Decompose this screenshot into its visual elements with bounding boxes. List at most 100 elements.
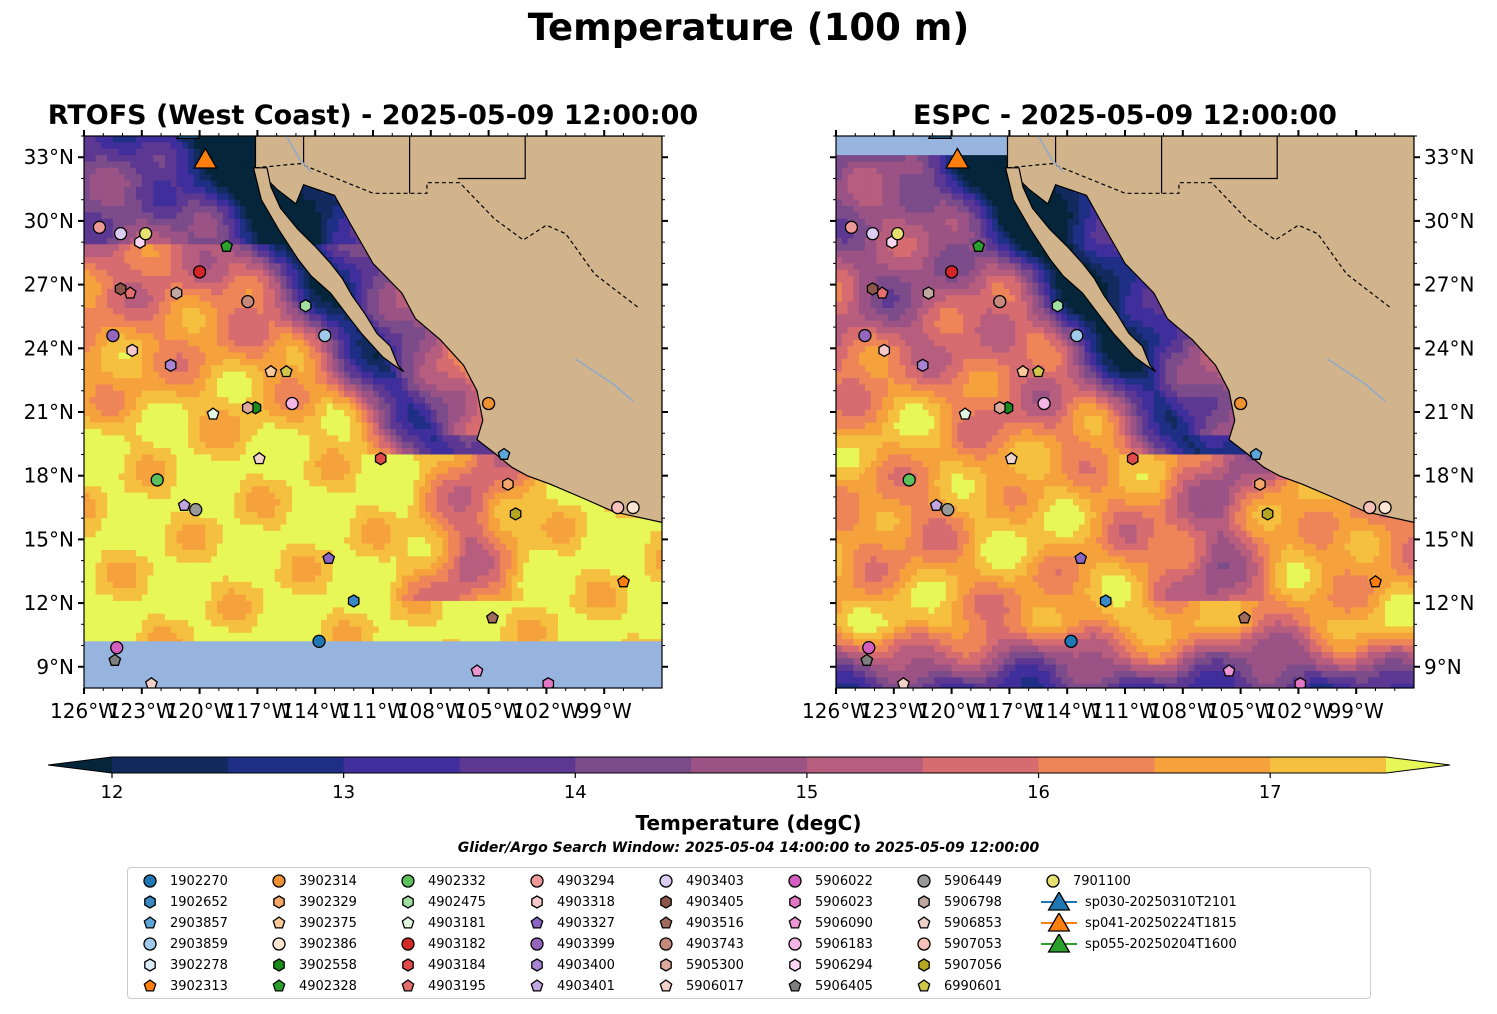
float-marker-4903405 xyxy=(866,282,879,296)
legend-marker-icon xyxy=(143,979,157,992)
legend-item: 4903401 xyxy=(523,976,615,996)
colorbar-tick-label: 17 xyxy=(1259,782,1282,800)
legend-symbol xyxy=(272,979,286,992)
legend-symbol xyxy=(659,979,673,992)
legend-item: 5907056 xyxy=(910,955,1002,975)
float-marker-4903181 xyxy=(958,407,972,420)
legend-label: 4903181 xyxy=(428,915,486,931)
float-marker-3902375 xyxy=(264,364,278,378)
legend-symbol xyxy=(272,916,286,929)
float-marker-sp041-20250224T1815 xyxy=(944,147,970,169)
colorbar-label: Temperature (degC) xyxy=(635,811,862,835)
legend-item: 5905300 xyxy=(652,955,744,975)
legend-marker-icon xyxy=(530,979,544,992)
float-marker-5906183 xyxy=(1037,396,1051,411)
legend-symbol xyxy=(402,958,414,972)
legend-marker-icon xyxy=(660,895,672,909)
colorbar-tick-label: 14 xyxy=(564,782,587,800)
legend-symbol xyxy=(401,874,415,888)
colorbar-segment xyxy=(806,757,924,773)
legend-marker-icon xyxy=(273,958,285,972)
legend-label: 3902278 xyxy=(170,957,228,973)
legend-item: 4903181 xyxy=(394,913,486,933)
legend-label: 4903516 xyxy=(686,915,744,931)
legend-symbol xyxy=(788,916,802,929)
legend-item: 3902314 xyxy=(265,871,357,891)
lon-tick-label: 114°W xyxy=(281,699,349,723)
legend-marker-icon xyxy=(401,874,415,888)
float-marker-4903516 xyxy=(1237,611,1251,624)
legend-symbol xyxy=(917,937,931,951)
colorbar-segment xyxy=(112,757,229,773)
legend-label: 4903327 xyxy=(557,915,615,931)
legend-label: sp030-20250310T2101 xyxy=(1085,894,1237,910)
legend-label: 4903399 xyxy=(557,936,615,952)
lon-tick-label: 114°W xyxy=(1033,699,1101,723)
legend-label: 4903400 xyxy=(557,957,615,973)
float-marker-2903859 xyxy=(1070,328,1084,343)
float-marker-5906449 xyxy=(189,503,203,517)
legend-symbol xyxy=(143,874,157,888)
legend-label: 4903403 xyxy=(686,873,744,889)
lon-tick-label: 120°W xyxy=(918,699,986,723)
float-marker-4903743 xyxy=(241,294,255,309)
float-marker-4903184 xyxy=(1126,451,1139,466)
legend-item: 4903184 xyxy=(394,955,486,975)
float-marker-4903182 xyxy=(944,265,959,279)
legend-label: 1902270 xyxy=(170,873,228,889)
legend-marker-icon xyxy=(788,937,802,951)
lat-tick-label: 12°N xyxy=(24,591,74,615)
lat-tick-label: 18°N xyxy=(1424,464,1474,488)
float-marker-3902314 xyxy=(1233,396,1248,411)
float-marker-5906022 xyxy=(862,641,876,655)
lon-tick-label: 126°W xyxy=(50,699,118,723)
lat-tick-label: 21°N xyxy=(24,400,74,424)
float-marker-2903857 xyxy=(497,447,511,460)
legend-label: 5906449 xyxy=(944,873,1002,889)
legend-item: sp055-20250204T1600 xyxy=(1039,934,1237,954)
legend-label: 4903318 xyxy=(557,894,615,910)
legend-symbol xyxy=(401,916,415,929)
legend-item: 5906022 xyxy=(781,871,873,891)
legend-symbol xyxy=(143,916,157,929)
float-marker-5907053 xyxy=(1363,500,1377,515)
float-marker-4903400 xyxy=(164,358,177,373)
legend-label: 4902332 xyxy=(428,873,486,889)
legend-item: 6990601 xyxy=(910,976,1002,996)
legend-marker-icon xyxy=(272,979,286,992)
legend-marker-icon xyxy=(530,937,544,951)
legend-item: 3902278 xyxy=(136,955,228,975)
espc-panel-title: ESPC - 2025-05-09 12:00:00 xyxy=(913,100,1337,131)
legend-symbol xyxy=(144,958,156,972)
legend-label: 4903195 xyxy=(428,978,486,994)
float-marker-3902329 xyxy=(1254,477,1266,491)
legend-label: 4902328 xyxy=(299,978,357,994)
float-marker-5907056 xyxy=(509,507,522,521)
legend-item: 4902475 xyxy=(394,892,486,912)
legend-marker-icon xyxy=(1046,874,1060,888)
figure-title: Temperature (100 m) xyxy=(527,6,970,49)
lon-tick-label: 99°W xyxy=(577,699,632,723)
float-marker-5907056 xyxy=(1261,507,1274,521)
lon-tick-label: 111°W xyxy=(1091,699,1159,723)
float-marker-5906405 xyxy=(108,653,122,666)
legend-symbol xyxy=(531,958,543,972)
lon-tick-label: 120°W xyxy=(166,699,234,723)
legend-label: 1902652 xyxy=(170,894,228,910)
float-marker-4903184 xyxy=(374,451,387,466)
legend-label: 5906090 xyxy=(815,915,873,931)
lat-tick-label: 9°N xyxy=(36,655,74,679)
legend-item: 4903405 xyxy=(652,892,744,912)
legend-symbol xyxy=(401,937,415,951)
legend-item: 4903294 xyxy=(523,871,615,891)
legend-label: 4903182 xyxy=(428,936,486,952)
legend-label: 2903857 xyxy=(170,915,228,931)
lat-tick-label: 24°N xyxy=(1424,336,1474,360)
lat-tick-label: 9°N xyxy=(1424,655,1462,679)
lon-tick-label: 111°W xyxy=(339,699,407,723)
legend-symbol xyxy=(917,916,931,929)
legend-symbol xyxy=(659,916,673,929)
legend-symbol xyxy=(917,874,931,888)
float-marker-4903181 xyxy=(206,407,220,420)
rtofs-map: 9°N 12°N 15°N 18°N 21°N 24°N 27°N 30°N 33°N 126°W… xyxy=(24,130,668,723)
